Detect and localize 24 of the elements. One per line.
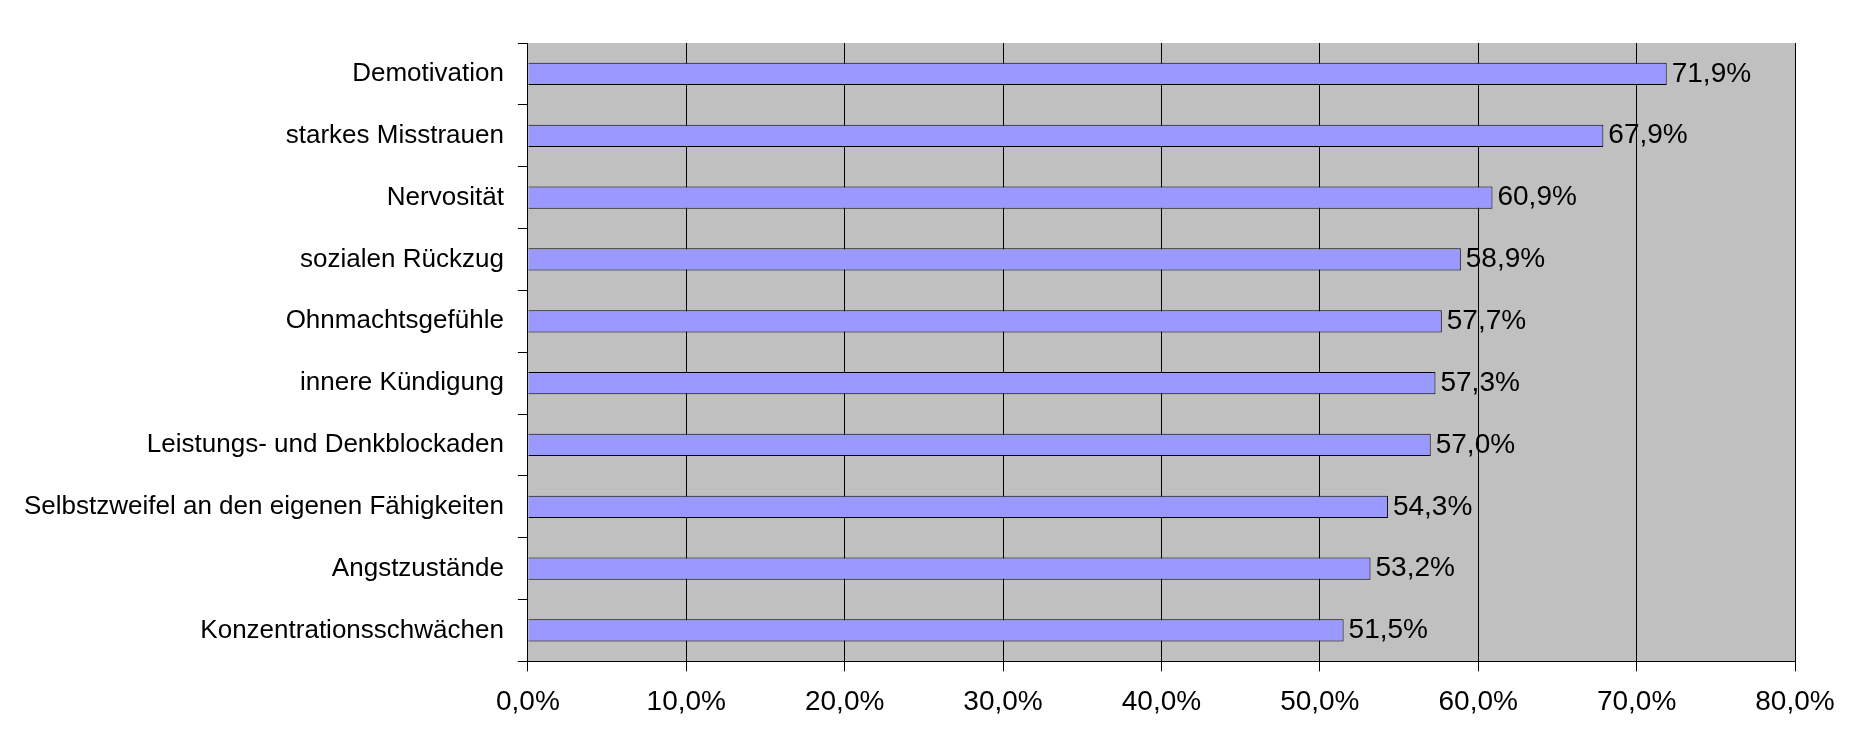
y-tick-label: sozialen Rückzug <box>300 242 504 273</box>
y-tick-label: Angstzustände <box>331 551 504 582</box>
x-tick-label: 0,0% <box>495 684 560 716</box>
x-tick-label: 20,0% <box>804 684 885 716</box>
data-label: 53,2% <box>1375 551 1455 583</box>
x-tick-label: 60,0% <box>1438 684 1518 716</box>
y-tick-label: Leistungs- und Denkblockaden <box>146 428 504 459</box>
x-tick-label: 50,0% <box>1280 684 1360 716</box>
y-tick-label: Ohnmachtsgefühle <box>285 304 504 335</box>
data-label: 71,9% <box>1671 56 1752 88</box>
data-label: 60,9% <box>1497 180 1577 212</box>
x-tick-label: 70,0% <box>1596 684 1677 716</box>
x-tick-label: 40,0% <box>1121 684 1202 716</box>
y-tick-label: Demotivation <box>352 57 504 88</box>
data-label: 54,3% <box>1392 489 1473 521</box>
x-tick-label: 10,0% <box>646 684 726 716</box>
x-tick-label: 80,0% <box>1755 684 1835 716</box>
data-label: 51,5% <box>1348 613 1428 645</box>
y-tick-label: Selbstzweifel an den eigenen Fähigkeiten <box>23 489 504 520</box>
y-tick-label: innere Kündigung <box>300 366 504 397</box>
y-tick-label: starkes Misstrauen <box>285 118 504 149</box>
y-tick-label: Konzentrationsschwächen <box>200 613 504 644</box>
x-tick-label: 30,0% <box>963 684 1043 716</box>
y-tick-label: Nervosität <box>386 180 505 211</box>
